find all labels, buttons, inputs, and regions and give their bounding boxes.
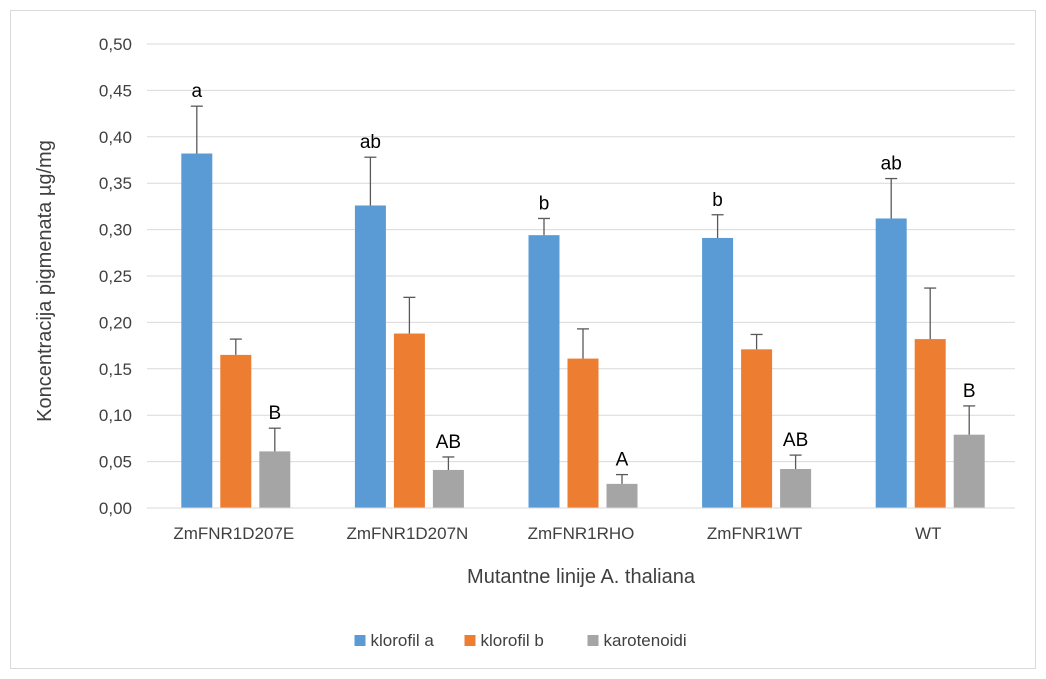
- bar-karotenoidi-ZmFNR1D207N: [432, 469, 464, 508]
- legend-label: klorofil a: [371, 631, 435, 650]
- bar-klorofil-b-ZmFNR1WT: [741, 349, 773, 508]
- bar-klorofil-b-WT: [914, 339, 946, 508]
- legend-label: klorofil b: [481, 631, 544, 650]
- bar-klorofil-a-ZmFNR1D207N: [354, 205, 386, 509]
- x-tick-label: ZmFNR1D207E: [173, 524, 294, 543]
- bar-klorofil-a-WT: [875, 218, 907, 509]
- y-tick-label: 0,50: [99, 35, 132, 54]
- y-tick-label: 0,20: [99, 313, 132, 332]
- x-axis-title: Mutantne linije A. thaliana: [467, 566, 696, 588]
- significance-label: b: [539, 193, 550, 214]
- bar-klorofil-b-ZmFNR1D207N: [393, 333, 425, 508]
- bar-karotenoidi-ZmFNR1D207E: [259, 451, 291, 508]
- significance-label: AB: [436, 432, 461, 453]
- y-tick-label: 0,40: [99, 128, 132, 147]
- bar-karotenoidi-ZmFNR1RHO: [606, 483, 638, 508]
- x-tick-label: ZmFNR1RHO: [528, 524, 635, 543]
- y-axis-title: Koncentracija pigmenata µg/mg: [34, 140, 56, 422]
- significance-label: ab: [360, 132, 381, 153]
- chart-area: 0,00 0,05 0,10 0,15 0,20 0,25 0,30 0,35 0,40 0,45…: [10, 10, 1036, 669]
- bar-klorofil-a-ZmFNR1D207E: [181, 153, 213, 508]
- legend-swatch-karotenoidi: [587, 635, 599, 646]
- y-tick-label: 0,05: [99, 453, 132, 472]
- y-tick-label: 0,45: [99, 81, 132, 100]
- bar-klorofil-a-ZmFNR1WT: [702, 237, 734, 508]
- x-tick-label: ZmFNR1WT: [707, 524, 802, 543]
- significance-label: AB: [783, 430, 808, 451]
- bar-klorofil-b-ZmFNR1RHO: [567, 358, 599, 508]
- bar-karotenoidi-ZmFNR1WT: [780, 469, 812, 508]
- bar-klorofil-a-ZmFNR1RHO: [528, 235, 560, 508]
- significance-label: A: [616, 450, 629, 471]
- significance-label: ab: [881, 154, 902, 175]
- bar-chart: 0,00 0,05 0,10 0,15 0,20 0,25 0,30 0,35 0,40 0,45…: [34, 35, 1015, 650]
- y-tick-label: 0,10: [99, 406, 132, 425]
- significance-label: B: [963, 381, 976, 402]
- y-tick-label: 0,35: [99, 174, 132, 193]
- significance-label: a: [192, 81, 203, 102]
- y-tick-label: 0,30: [99, 221, 132, 240]
- bar-klorofil-b-ZmFNR1D207E: [220, 354, 252, 508]
- legend-label: karotenoidi: [604, 631, 687, 650]
- significance-label: b: [712, 190, 723, 211]
- y-tick-label: 0,25: [99, 267, 132, 286]
- legend-swatch-klorofil-a: [354, 635, 366, 646]
- y-tick-label: 0,15: [99, 360, 132, 379]
- x-tick-label: WT: [915, 524, 941, 543]
- legend-swatch-klorofil-b: [464, 635, 476, 646]
- x-tick-label: ZmFNR1D207N: [346, 524, 468, 543]
- bar-karotenoidi-WT: [953, 434, 985, 508]
- significance-label: B: [268, 403, 281, 424]
- y-tick-label: 0,00: [99, 499, 132, 518]
